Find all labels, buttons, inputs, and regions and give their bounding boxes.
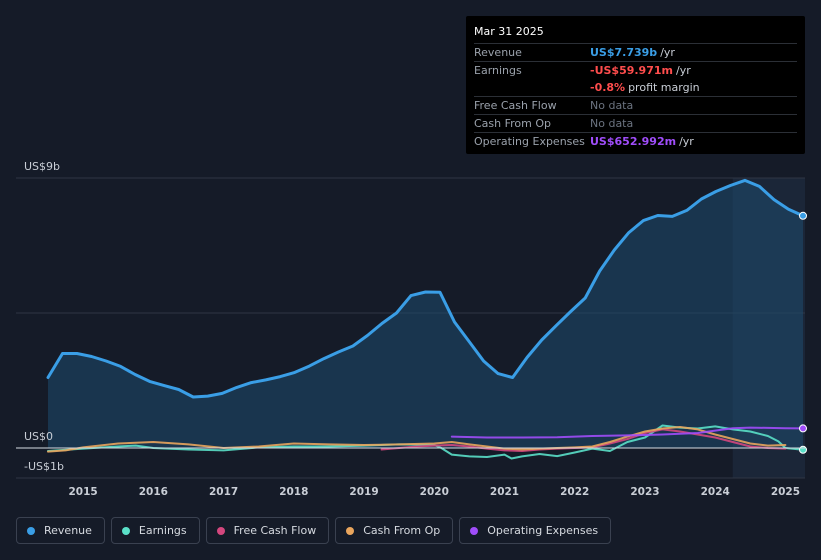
tooltip-value: -US$59.971m (590, 64, 673, 77)
legend-dot-icon (121, 526, 130, 535)
y-axis-label-zero: US$0 (24, 430, 53, 443)
series-end-point (799, 424, 807, 433)
tooltip-row: Operating Expenses US$652.992m/yr (474, 132, 797, 150)
tooltip-value: No data (590, 99, 634, 112)
tooltip-label: Revenue (474, 46, 522, 59)
tooltip-label: Cash From Op (474, 117, 552, 130)
tooltip-unit: /yr (679, 135, 694, 148)
x-tick-label: 2021 (490, 486, 519, 498)
tooltip-value: US$652.992m (590, 135, 677, 148)
tooltip-value: -0.8% (590, 81, 626, 94)
tooltip-date: Mar 31 2025 (474, 25, 544, 38)
tooltip-label: Free Cash Flow (474, 99, 557, 112)
legend: Revenue Earnings Free Cash Flow Cash From O… (16, 517, 612, 544)
x-tick-label: 2024 (701, 486, 730, 498)
legend-label: Earnings (138, 524, 187, 537)
x-tick-label: 2019 (349, 486, 378, 498)
x-tick-label: 2017 (209, 486, 238, 498)
tooltip-value: US$7.739b (590, 46, 658, 59)
tooltip-value: No data (590, 117, 634, 130)
tooltip-unit: /yr (675, 64, 691, 77)
tooltip-panel: Mar 31 2025 Revenue US$7.739b/yr Earnings -… (466, 16, 805, 154)
legend-dot-icon (470, 526, 479, 535)
x-tick-label: 2022 (560, 486, 589, 498)
tooltip-label: Earnings (474, 64, 522, 77)
series-end-point (799, 211, 807, 220)
tooltip-row: -0.8% profit margin (474, 79, 797, 96)
legend-item-free-cash-flow[interactable]: Free Cash Flow (205, 517, 330, 544)
tooltip-unit: profit margin (628, 81, 700, 94)
tooltip-rows: Revenue US$7.739b/yr Earnings -US$59.971m/y… (474, 43, 797, 150)
series-end-point (799, 445, 807, 454)
tooltip-row: Free Cash Flow No data (474, 96, 797, 114)
series-line-cash-from-op (47, 426, 787, 453)
legend-item-earnings[interactable]: Earnings (110, 517, 200, 544)
legend-label: Free Cash Flow (233, 524, 317, 537)
series-line-earnings (47, 424, 804, 460)
x-tick-label: 2020 (420, 486, 449, 498)
x-tick-label: 2015 (68, 486, 97, 498)
tooltip-row: Revenue US$7.739b/yr (474, 43, 797, 61)
series-line-operating-expenses (450, 426, 804, 439)
legend-dot-icon (346, 526, 355, 535)
tooltip-row: Cash From Op No data (474, 114, 797, 132)
legend-dot-icon (216, 526, 225, 535)
tooltip-unit: /yr (660, 46, 675, 59)
y-axis-label-top: US$9b (24, 160, 60, 173)
x-tick-label: 2025 (771, 486, 800, 498)
legend-dot-icon (27, 526, 35, 535)
legend-label: Revenue (44, 524, 92, 537)
legend-label: Operating Expenses (487, 524, 599, 537)
tooltip-row: Earnings -US$59.971m/yr (474, 61, 797, 79)
legend-item-cash-from-op[interactable]: Cash From Op (335, 517, 454, 544)
legend-item-revenue[interactable]: Revenue (16, 517, 105, 544)
tooltip-label: Operating Expenses (474, 135, 585, 148)
revenue-area (48, 180, 803, 448)
x-tick-label: 2023 (630, 486, 659, 498)
x-tick-label: 2016 (139, 486, 168, 498)
y-axis-label-bottom: -US$1b (24, 460, 64, 473)
legend-item-operating-expenses[interactable]: Operating Expenses (459, 517, 612, 544)
series-line-revenue (46, 178, 805, 399)
x-tick-label: 2018 (279, 486, 308, 498)
chart-area: US$9b US$0 -US$1b 2015 2016 2017 2018 2019 2020 2… (16, 160, 807, 498)
legend-label: Cash From Op (363, 524, 441, 537)
